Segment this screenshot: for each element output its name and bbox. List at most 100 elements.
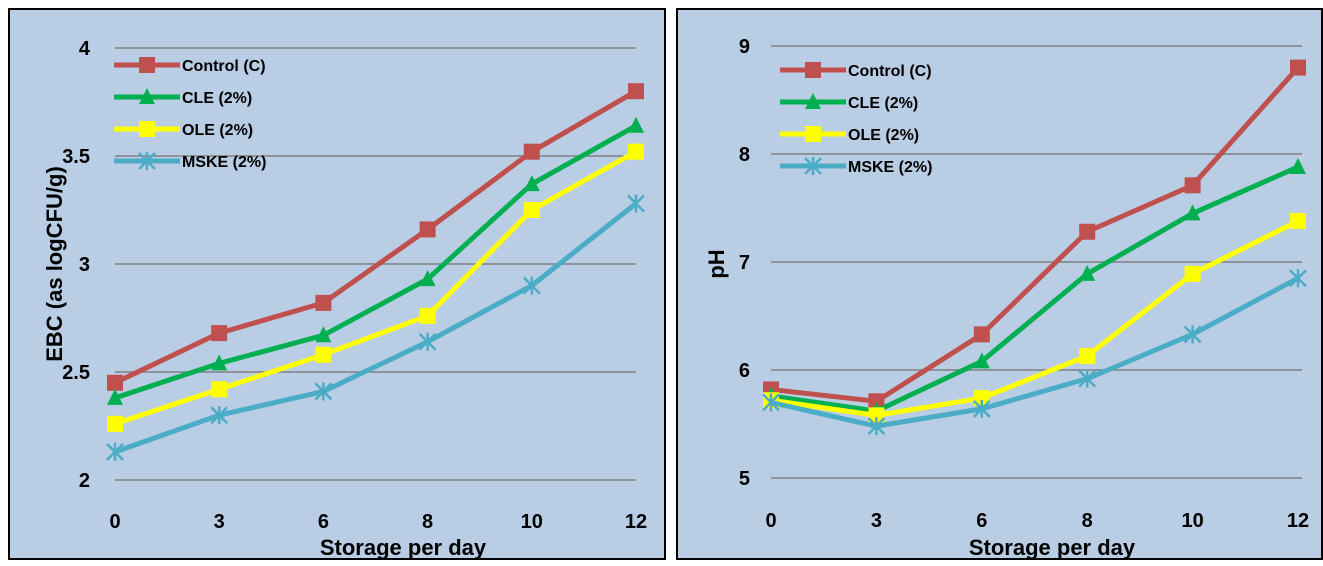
ebc-data-point-mske-2 bbox=[106, 442, 124, 461]
ebc-legend-item-control-c: Control (C) bbox=[114, 57, 266, 75]
ebc-data-point-control-c bbox=[523, 143, 540, 160]
ph-legend: Control (C) CLE (2%) OLE (2%) MSKE (2%) bbox=[780, 62, 932, 176]
ebc-series-line-mske-2 bbox=[114, 201, 638, 455]
ph-series-ole-2 bbox=[763, 212, 1306, 424]
ph-legend-marker bbox=[805, 93, 821, 109]
ph-data-point-ole-2 bbox=[1290, 212, 1306, 229]
ebc-data-point-cle-2 bbox=[419, 270, 436, 287]
ph-x-tick-label: 0 bbox=[765, 510, 776, 532]
ebc-data-point-ole-2 bbox=[419, 307, 436, 324]
ph-line-chart: 5 6 7 8 9 0 3 6 8 10 12 Storage per day pH Control (C… bbox=[704, 36, 1309, 560]
ebc-y-tick-label: 2 bbox=[79, 470, 90, 492]
ph-data-point-ole-2 bbox=[973, 390, 990, 407]
ebc-data-point-ole-2 bbox=[211, 381, 228, 398]
ph-data-point-control-c bbox=[973, 326, 990, 343]
ph-data-point-mske-2 bbox=[1289, 269, 1307, 288]
ph-data-point-ole-2 bbox=[868, 407, 885, 424]
ph-x-tick-label: 8 bbox=[1082, 510, 1093, 532]
ebc-data-point-ole-2 bbox=[628, 143, 644, 160]
ph-y-tick-label: 7 bbox=[739, 252, 750, 274]
ph-data-point-control-c bbox=[1079, 223, 1096, 240]
ebc-data-point-ole-2 bbox=[107, 415, 123, 432]
ebc-legend-item-cle-2: CLE (2%) bbox=[114, 88, 252, 107]
ph-data-point-mske-2 bbox=[867, 417, 886, 436]
ebc-y-tick-label: 4 bbox=[79, 38, 91, 60]
ebc-legend-marker bbox=[139, 121, 155, 137]
ebc-data-point-control-c bbox=[419, 221, 436, 238]
ebc-x-tick-label: 6 bbox=[318, 511, 329, 533]
ph-legend-item-control-c: Control (C) bbox=[780, 62, 932, 80]
ph-legend-label: Control (C) bbox=[848, 63, 932, 80]
ebc-series-line-ole-2 bbox=[114, 149, 638, 427]
ph-legend-item-ole-2: OLE (2%) bbox=[780, 126, 919, 144]
ebc-legend-marker bbox=[139, 57, 155, 73]
ebc-data-point-mske-2 bbox=[210, 406, 229, 425]
ebc-series-mske-2 bbox=[106, 194, 645, 461]
ph-series-line-control-c bbox=[770, 65, 1300, 404]
ebc-legend-label: OLE (2%) bbox=[182, 122, 253, 139]
ebc-data-point-mske-2 bbox=[522, 276, 541, 295]
ebc-legend-item-ole-2: OLE (2%) bbox=[114, 121, 253, 139]
ebc-data-point-mske-2 bbox=[418, 332, 437, 351]
ph-data-point-control-c bbox=[1290, 59, 1306, 76]
ph-x-tick-label: 10 bbox=[1181, 510, 1203, 532]
ebc-data-point-control-c bbox=[315, 294, 332, 311]
ph-x-tick-label: 3 bbox=[871, 510, 882, 532]
ph-y-axis-title: pH bbox=[704, 249, 729, 278]
ebc-y-tick-label: 3.5 bbox=[62, 146, 90, 168]
ph-data-point-cle-2 bbox=[973, 352, 990, 369]
ebc-x-tick-label: 10 bbox=[521, 511, 543, 533]
ph-data-point-mske-2 bbox=[762, 393, 780, 412]
ebc-legend-label: CLE (2%) bbox=[182, 90, 252, 107]
ph-series-control-c bbox=[763, 59, 1306, 410]
ebc-legend-marker bbox=[139, 88, 155, 104]
ph-data-point-mske-2 bbox=[1183, 325, 1202, 344]
ebc-data-point-cle-2 bbox=[107, 388, 123, 405]
ph-data-point-cle-2 bbox=[1184, 204, 1201, 221]
ebc-series-control-c bbox=[107, 83, 644, 391]
ebc-data-point-cle-2 bbox=[628, 116, 644, 133]
ebc-legend-item-mske-2: MSKE (2%) bbox=[114, 152, 266, 171]
ph-series-line-mske-2 bbox=[770, 275, 1300, 429]
ebc-legend-marker bbox=[138, 152, 156, 170]
ebc-data-point-cle-2 bbox=[211, 354, 228, 371]
ebc-data-point-control-c bbox=[628, 83, 644, 100]
ebc-y-tick-label: 2.5 bbox=[62, 362, 90, 384]
ph-y-tick-label: 8 bbox=[739, 144, 750, 166]
ebc-legend: Control (C) CLE (2%) OLE (2%) MSKE (2%) bbox=[114, 57, 266, 171]
ph-y-tick-label: 5 bbox=[739, 468, 750, 490]
ebc-x-tick-label: 3 bbox=[214, 511, 225, 533]
ebc-legend-label: MSKE (2%) bbox=[182, 154, 266, 171]
ph-data-point-ole-2 bbox=[1184, 265, 1201, 282]
ph-y-tick-label: 6 bbox=[739, 360, 750, 382]
ebc-x-tick-label: 12 bbox=[625, 511, 647, 533]
ebc-data-point-ole-2 bbox=[523, 202, 540, 218]
ph-x-axis-title: Storage per day bbox=[969, 535, 1136, 560]
ph-data-point-ole-2 bbox=[1079, 347, 1096, 364]
ph-series-line-ole-2 bbox=[770, 218, 1300, 418]
ph-y-tick-label: 9 bbox=[739, 36, 750, 58]
ph-legend-item-mske-2: MSKE (2%) bbox=[780, 157, 932, 176]
ebc-y-axis-title: EBC (as logCFU/g) bbox=[42, 166, 67, 362]
ebc-data-point-mske-2 bbox=[627, 194, 645, 213]
ebc-legend-label: Control (C) bbox=[182, 58, 266, 75]
ph-series-mske-2 bbox=[762, 269, 1307, 436]
ph-legend-item-cle-2: CLE (2%) bbox=[780, 93, 918, 112]
ebc-series-cle-2 bbox=[107, 116, 644, 405]
ebc-x-tick-label: 0 bbox=[109, 511, 120, 533]
ph-data-point-cle-2 bbox=[1079, 264, 1096, 281]
ph-data-point-control-c bbox=[868, 393, 885, 410]
ebc-y-tick-label: 3 bbox=[79, 254, 90, 276]
ebc-data-point-control-c bbox=[211, 325, 228, 342]
ph-data-point-cle-2 bbox=[1290, 157, 1306, 174]
ph-legend-label: MSKE (2%) bbox=[848, 159, 932, 176]
ph-legend-marker bbox=[805, 126, 821, 142]
ebc-series-ole-2 bbox=[107, 143, 644, 432]
ebc-data-point-control-c bbox=[107, 374, 123, 391]
ph-x-tick-label: 6 bbox=[976, 510, 987, 532]
ph-data-point-control-c bbox=[1184, 177, 1201, 194]
ebc-data-point-cle-2 bbox=[315, 326, 332, 343]
chart-panel-ph: 5 6 7 8 9 0 3 6 8 10 12 Storage per day pH Control (C… bbox=[676, 8, 1323, 560]
ph-legend-marker bbox=[804, 157, 822, 175]
ebc-x-tick-label: 8 bbox=[422, 511, 433, 533]
